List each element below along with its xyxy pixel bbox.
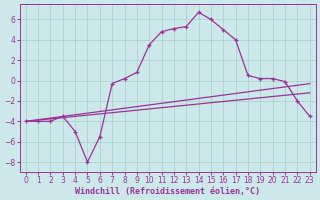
X-axis label: Windchill (Refroidissement éolien,°C): Windchill (Refroidissement éolien,°C) <box>75 187 260 196</box>
